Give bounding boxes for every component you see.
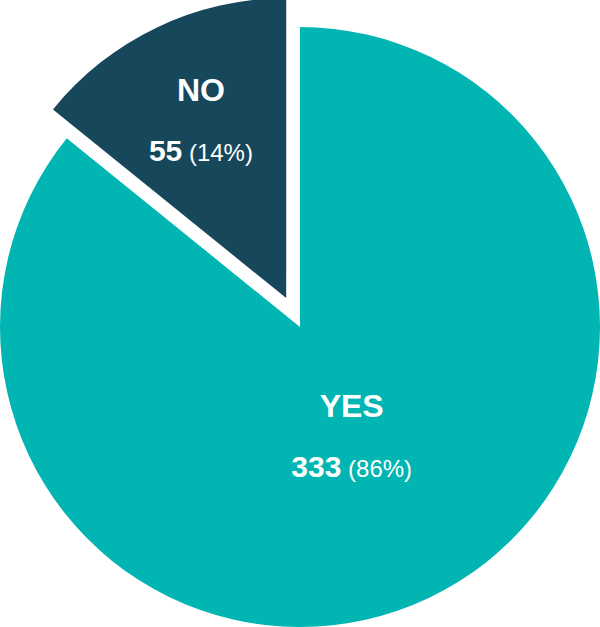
- value-percent: (86%): [341, 455, 412, 482]
- slice-value-label: 55 (14%): [149, 134, 253, 167]
- value-count: 55: [149, 134, 182, 167]
- pie-chart: YES 333 (86%) NO 55 (14%): [0, 0, 600, 627]
- labels: YES 333 (86%) NO 55 (14%): [149, 72, 412, 483]
- slice-category-label: NO: [177, 72, 225, 108]
- value-count: 333: [291, 450, 341, 483]
- slice-category-label: YES: [320, 388, 384, 424]
- slices: [0, 0, 600, 627]
- pie-slice: [53, 0, 286, 298]
- value-percent: (14%): [182, 139, 253, 166]
- chart-container: YES 333 (86%) NO 55 (14%): [0, 0, 600, 627]
- slice-value-label: 333 (86%): [291, 450, 412, 483]
